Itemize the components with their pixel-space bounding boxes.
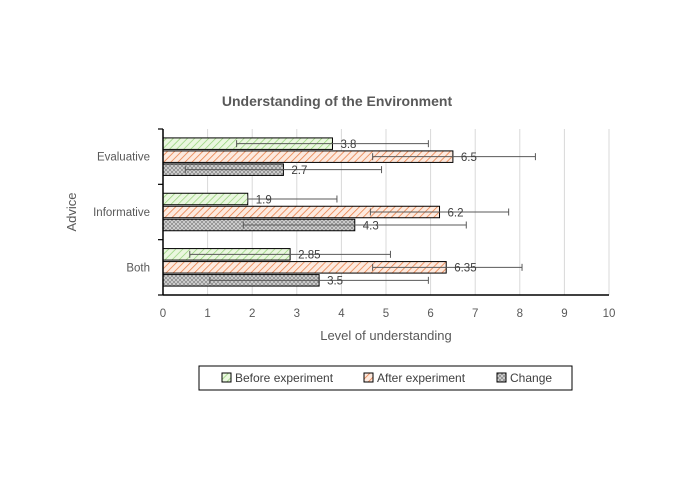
x-tick-label-5: 5 [383,308,389,320]
x-tick-label-8: 8 [517,308,523,320]
x-tick-label-1: 1 [204,308,210,320]
legend-box [198,365,573,391]
legend-swatch-change [496,372,507,383]
legend-label-before-experiment: Before experiment [235,371,334,385]
legend-label-after-experiment: After experiment [377,371,466,385]
x-tick-label-10: 10 [603,308,616,320]
legend: Before experiment After experiment Change [198,365,573,391]
data-label-change-both: 3.5 [327,276,343,288]
x-axis-label: Level of understanding [320,328,452,343]
data-label-change-evaluative: 2.7 [291,165,307,177]
x-tick-label-0: 0 [160,308,166,320]
data-label-before-experiment-informative: 1.9 [256,194,272,206]
x-tick-label-7: 7 [472,308,478,320]
x-tick-label-3: 3 [294,308,300,320]
y-tick-label-both: Both [126,262,150,274]
y-tick-label-informative: Informative [93,207,150,219]
bar-before-experiment-informative [162,192,249,206]
data-label-change-informative: 4.3 [363,220,379,232]
y-tick-labels: Evaluative Informative Both [93,152,150,275]
x-tick-label-9: 9 [561,308,567,320]
x-tick-labels: 0 1 2 3 4 5 6 7 8 9 10 [160,308,616,320]
data-label-after-experiment-both: 6.35 [454,263,476,275]
data-labels: 3.8 6.5 2.7 1.9 6.2 4.3 2.85 6.35 3.5 [256,139,477,288]
x-tick-label-6: 6 [427,308,433,320]
axes [158,128,609,296]
data-label-before-experiment-evaluative: 3.8 [340,139,356,151]
data-label-before-experiment-both: 2.85 [298,250,320,262]
data-label-after-experiment-informative: 6.2 [448,207,464,219]
error-bars [184,140,536,284]
x-tick-label-2: 2 [249,308,255,320]
legend-swatch-after-experiment [363,372,374,383]
x-tick-label-4: 4 [338,308,345,320]
y-axis-label: Advice [64,192,79,231]
chart-title: Understanding of the Environment [222,93,453,109]
data-label-after-experiment-evaluative: 6.5 [461,152,477,164]
y-tick-label-evaluative: Evaluative [97,152,150,164]
legend-label-change: Change [510,371,552,385]
legend-swatch-before-experiment [221,372,232,383]
